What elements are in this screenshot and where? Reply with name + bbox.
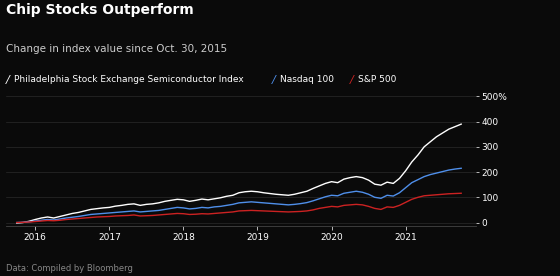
Text: Data: Compiled by Bloomberg: Data: Compiled by Bloomberg [6, 264, 133, 273]
Text: /: / [6, 75, 10, 84]
Text: Nasdaq 100: Nasdaq 100 [280, 75, 334, 84]
Text: Chip Stocks Outperform: Chip Stocks Outperform [6, 3, 193, 17]
Text: /: / [350, 75, 354, 84]
Text: Change in index value since Oct. 30, 2015: Change in index value since Oct. 30, 201… [6, 44, 227, 54]
Text: /: / [272, 75, 276, 84]
Text: Philadelphia Stock Exchange Semiconductor Index: Philadelphia Stock Exchange Semiconducto… [14, 75, 244, 84]
Text: S&P 500: S&P 500 [358, 75, 397, 84]
